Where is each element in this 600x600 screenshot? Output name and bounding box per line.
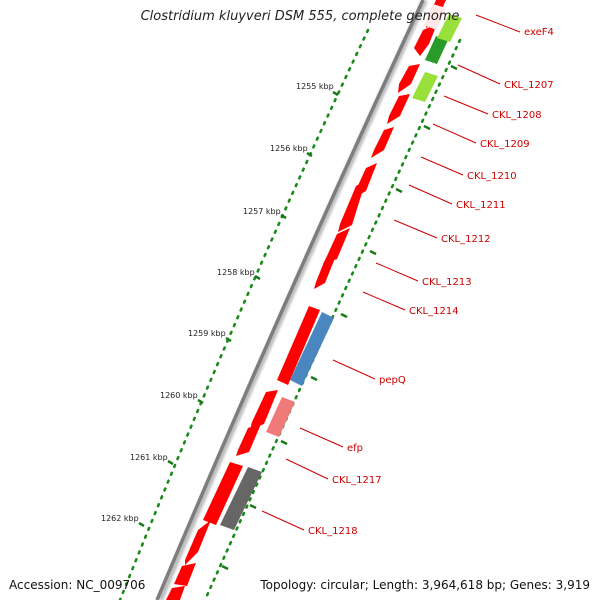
gene-label-CKL_1218[interactable]: CKL_1218 — [308, 526, 358, 537]
gene-arrow-CKL_1216[interactable] — [236, 424, 261, 456]
gene-label-CKL_1207[interactable]: CKL_1207 — [504, 80, 554, 91]
gene-pepQ-blue[interactable] — [290, 312, 334, 386]
genome-summary-text: Topology: circular; Length: 3,964,618 bp… — [260, 578, 590, 592]
gene-arrow-CKL_1217[interactable] — [203, 462, 243, 525]
gene-arrow-bottom-2[interactable] — [166, 586, 185, 600]
gene-label-exeF4[interactable]: exeF4 — [524, 27, 554, 38]
gene-label-CKL_1208[interactable]: CKL_1208 — [492, 110, 542, 121]
gene-green-1[interactable] — [425, 36, 448, 64]
kbp-label-1258: 1258 kbp — [217, 268, 255, 277]
tick-1255 — [332, 90, 339, 97]
scale-ticks: 1255 kbp 1256 kbp 1257 kbp 1258 kbp 1259… — [101, 82, 339, 528]
tick-1259 — [225, 336, 232, 343]
kbp-label-1261: 1261 kbp — [130, 453, 168, 462]
gene-arrow-CKL_1212[interactable] — [323, 228, 350, 264]
gene-label-CKL_1211[interactable]: CKL_1211 — [456, 200, 506, 211]
gene-label-CKL_1210[interactable]: CKL_1210 — [467, 171, 517, 182]
gene-green-3[interactable] — [412, 72, 438, 102]
gene-arrow-CKL_1214[interactable] — [277, 306, 320, 385]
gene-arrow-CKL_1209[interactable] — [371, 127, 394, 158]
gc-content-track-inner — [203, 38, 462, 600]
gene-label-pepQ[interactable]: pepQ — [379, 375, 406, 386]
tick-1260 — [197, 398, 204, 405]
tick-1256 — [306, 151, 313, 158]
gene-label-CKL_1212[interactable]: CKL_1212 — [441, 234, 491, 245]
map-title: Clostridium kluyveri DSM 555, complete g… — [140, 9, 460, 24]
gene-label-CKL_1213[interactable]: CKL_1213 — [422, 277, 472, 288]
gene-arrow-efp-neighbor[interactable] — [250, 390, 278, 430]
gene-white-segment[interactable] — [424, 4, 446, 30]
kbp-label-1256: 1256 kbp — [270, 144, 308, 153]
gene-label-CKL_1209[interactable]: CKL_1209 — [480, 139, 530, 150]
backbone-shadow — [157, 0, 428, 600]
gene-label-CKL_1217[interactable]: CKL_1217 — [332, 475, 382, 486]
gene-features — [166, 0, 462, 600]
gc-skew-ticks — [221, 64, 458, 571]
gene-label-CKL_1214[interactable]: CKL_1214 — [409, 306, 459, 317]
kbp-label-1257: 1257 kbp — [243, 207, 281, 216]
tick-1261 — [167, 459, 174, 466]
gene-efp-pink[interactable] — [266, 397, 295, 437]
kbp-label-1260: 1260 kbp — [160, 391, 198, 400]
tick-1262 — [138, 521, 145, 528]
kbp-label-1255: 1255 kbp — [296, 82, 334, 91]
gene-gray-feature[interactable] — [220, 467, 262, 530]
kbp-label-1262: 1262 kbp — [101, 514, 139, 523]
gc-content-track-outer — [118, 28, 370, 600]
gene-labels — [261, 14, 521, 531]
gene-green-2[interactable] — [437, 14, 462, 42]
gene-label-efp[interactable]: efp — [347, 443, 363, 454]
gene-arrow-CKL_1211[interactable] — [338, 180, 366, 232]
gene-arrow-CKL_1218-neighbor[interactable] — [185, 520, 211, 565]
gene-arrow-exeF4-region[interactable] — [414, 24, 437, 56]
kbp-label-1259: 1259 kbp — [188, 329, 226, 338]
accession-text: Accession: NC_009706 — [9, 578, 146, 592]
gene-arrow-CKL_1207[interactable] — [398, 64, 420, 93]
gene-arrow-CKL_1208[interactable] — [387, 94, 410, 124]
gene-arrow-bottom-1[interactable] — [174, 563, 196, 586]
tick-1257 — [280, 213, 287, 220]
gene-arrow-CKL_1213[interactable] — [314, 258, 335, 289]
gene-label-texts: exeF4 CKL_1207 CKL_1208 CKL_1209 CKL_121… — [308, 27, 554, 537]
tick-1258 — [254, 274, 261, 281]
genome-backbone — [155, 0, 425, 600]
